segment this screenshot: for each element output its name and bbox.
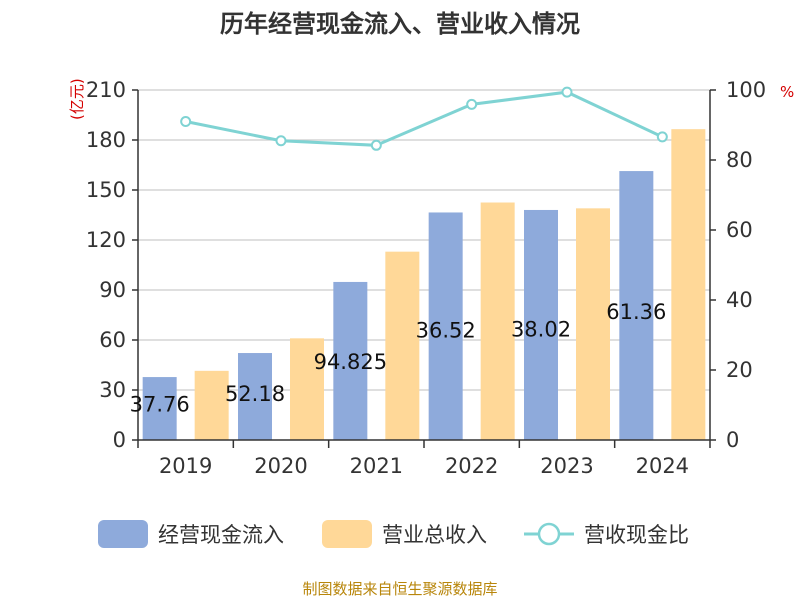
bar-cash-inflow	[238, 353, 272, 440]
right-tick-label: 0	[726, 428, 739, 452]
bar-revenue	[290, 338, 324, 440]
source-note: 制图数据来自恒生聚源数据库	[302, 580, 497, 598]
line-point	[275, 135, 287, 147]
legend-marker-ratio	[537, 522, 561, 546]
data-label: 52.18	[225, 382, 285, 406]
line-series-group	[180, 86, 668, 151]
x-tick-label: 2022	[445, 454, 498, 478]
right-tick-label: 20	[726, 358, 753, 382]
data-labels-group: 37.76 52.18 94.825 36.52 38.02 61.36	[130, 300, 667, 417]
left-tick-label: 210	[86, 78, 126, 102]
x-tick-label: 2020	[254, 454, 307, 478]
bar-cash-inflow	[428, 212, 463, 440]
left-axis-unit: (亿元)	[68, 78, 86, 120]
chart-title: 历年经营现金流入、营业收入情况	[220, 10, 580, 38]
x-tick-label: 2024	[636, 454, 689, 478]
legend-label-cash-inflow: 经营现金流入	[158, 523, 284, 547]
grid-lines	[138, 89, 710, 391]
bar-revenue	[671, 129, 706, 440]
bars-group	[142, 129, 706, 441]
bar-cash-inflow	[619, 171, 654, 441]
line-point	[180, 116, 192, 127]
left-tick-label: 150	[86, 178, 126, 202]
axes-group: 0 30 60 90 120 150 180 210 0 20 40 60 80 100 2019 2020 2…	[86, 78, 766, 478]
left-tick-label: 0	[113, 428, 126, 452]
x-tick-label: 2023	[540, 454, 593, 478]
bar-revenue	[194, 370, 229, 440]
left-tick-label: 60	[99, 328, 126, 352]
legend-label-revenue: 营业总收入	[382, 523, 487, 547]
line-point	[370, 139, 382, 151]
x-tick-label: 2021	[350, 454, 403, 478]
line-point	[466, 98, 478, 110]
data-label: 38.02	[511, 317, 571, 341]
bar-cash-inflow	[333, 281, 368, 440]
line-point	[561, 86, 573, 98]
x-tick-label: 2019	[159, 454, 212, 478]
legend-swatch-cash-inflow	[98, 520, 148, 548]
legend: 经营现金流入 营业总收入 营收现金比	[98, 520, 689, 548]
right-tick-label: 60	[726, 218, 753, 242]
right-axis-unit: %	[780, 83, 794, 101]
left-tick-label: 30	[99, 378, 126, 402]
bar-cash-inflow	[524, 209, 558, 440]
legend-swatch-revenue	[322, 520, 372, 548]
data-label: 94.825	[314, 350, 387, 374]
bar-cash-inflow	[142, 377, 177, 440]
line-series-path	[185, 90, 663, 147]
bar-revenue	[480, 202, 515, 440]
data-label: 36.52	[416, 319, 476, 343]
legend-label-ratio: 营收现金比	[584, 523, 689, 547]
data-label: 37.76	[130, 393, 190, 417]
left-tick-label: 180	[86, 128, 126, 152]
right-tick-label: 40	[726, 288, 753, 312]
right-tick-label: 100	[726, 78, 766, 102]
data-label: 61.36	[606, 300, 666, 324]
line-point	[656, 131, 668, 143]
left-tick-label: 90	[99, 278, 126, 302]
bar-revenue	[576, 208, 610, 440]
left-tick-label: 120	[86, 228, 126, 252]
right-tick-label: 80	[726, 148, 753, 172]
bar-revenue	[385, 251, 420, 440]
